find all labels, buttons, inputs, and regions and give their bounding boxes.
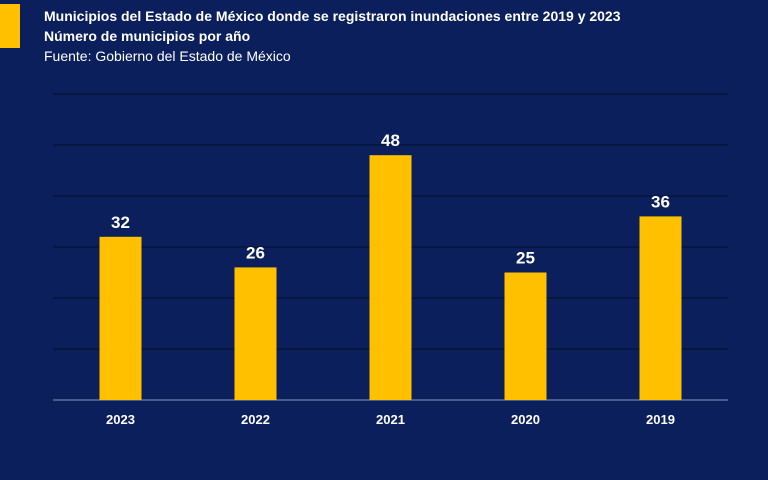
x-tick-label-2019: 2019 (646, 412, 675, 427)
chart-source: Fuente: Gobierno del Estado de México (44, 48, 291, 64)
chart-title: Municipios del Estado de México donde se… (44, 8, 621, 24)
bar-2023 (99, 236, 142, 400)
data-label-2022: 26 (246, 243, 265, 262)
accent-bar (0, 4, 20, 48)
data-label-2019: 36 (651, 192, 670, 211)
x-tick-label-2021: 2021 (376, 412, 405, 427)
bar-2021 (369, 155, 412, 400)
chart-subtitle: Número de municipios por año (44, 28, 251, 44)
chart-header: Municipios del Estado de México donde se… (44, 6, 621, 66)
x-tick-label-2020: 2020 (511, 412, 540, 427)
data-label-2021: 48 (381, 131, 400, 150)
data-label-2023: 32 (111, 213, 130, 232)
bar-2022 (234, 267, 277, 400)
bar-2019 (639, 216, 682, 400)
bar-2020 (504, 272, 547, 400)
x-tick-label-2022: 2022 (241, 412, 270, 427)
data-label-2020: 25 (516, 249, 535, 268)
x-tick-label-2023: 2023 (106, 412, 135, 427)
